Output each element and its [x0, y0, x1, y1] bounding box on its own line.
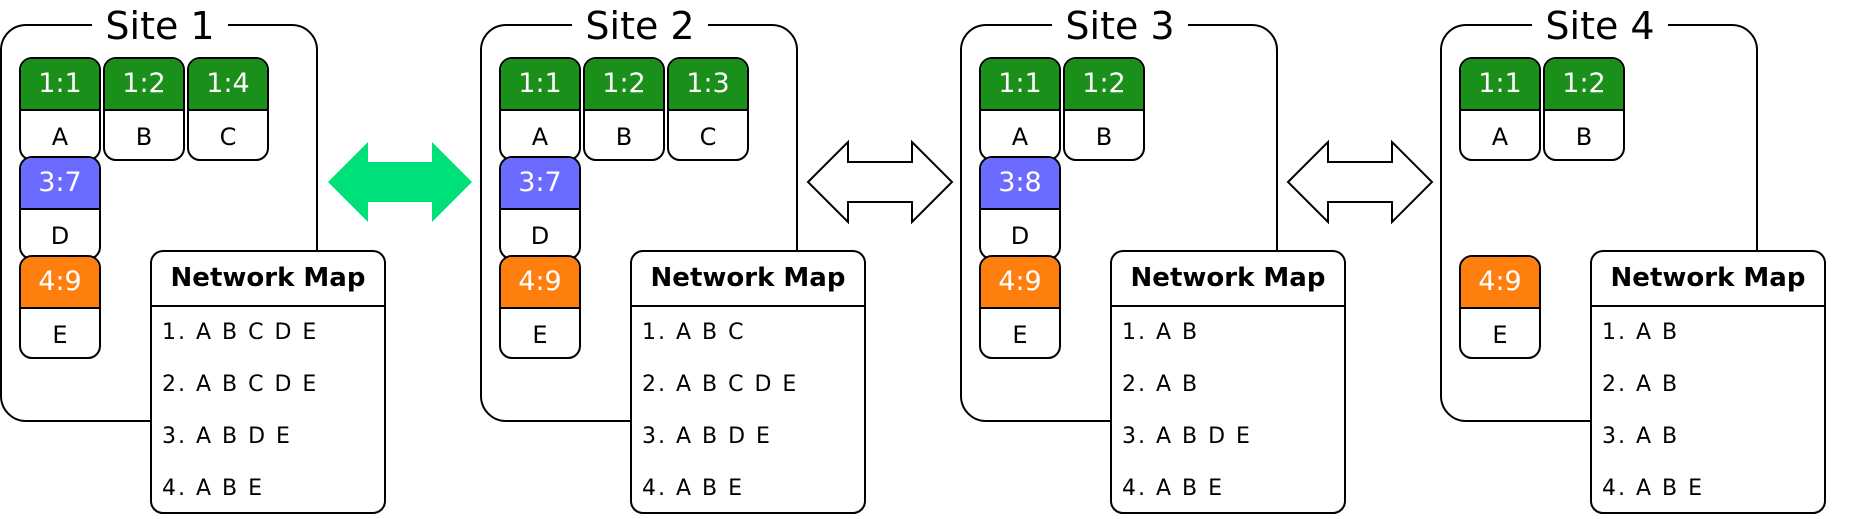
network-map-row: 3. A B D E	[1122, 424, 1252, 449]
node-d: 3:7 D	[499, 156, 581, 260]
node-e: 4:9 E	[19, 255, 101, 359]
network-map-title: Network Map	[632, 252, 864, 307]
site-1-group: Site 1 1:1 A 1:2 B 1:4 C 3:7 D 4:9 E	[0, 4, 318, 422]
node-b: 1:2 B	[583, 57, 665, 161]
node-a: 1:1 A	[19, 57, 101, 161]
node-id: 1:2	[585, 59, 663, 111]
network-map-row: 2. A B	[1122, 372, 1200, 397]
double-arrow-icon	[328, 142, 472, 222]
node-d: 3:7 D	[19, 156, 101, 260]
network-map-site-3: Network Map 1. A B 2. A B 3. A B D E 4. …	[1110, 250, 1346, 514]
node-e: 4:9 E	[979, 255, 1061, 359]
node-id: 1:1	[1461, 59, 1539, 111]
network-map-site-4: Network Map 1. A B 2. A B 3. A B 4. A B …	[1590, 250, 1826, 514]
node-name: D	[1010, 222, 1030, 250]
network-map-title: Network Map	[152, 252, 384, 307]
network-map-title: Network Map	[1112, 252, 1344, 307]
site-2-group: Site 2 1:1 A 1:2 B 1:3 C 3:7 D 4:9 E	[480, 4, 798, 422]
node-id: 1:4	[189, 59, 267, 111]
site-title: Site 4	[1532, 4, 1668, 48]
node-e: 4:9 E	[1459, 255, 1541, 359]
arrow-shape	[806, 140, 954, 224]
node-name: C	[699, 123, 717, 151]
node-a: 1:1 A	[1459, 57, 1541, 161]
node-id: 1:2	[1545, 59, 1623, 111]
node-name: E	[1492, 321, 1508, 349]
node-id: 1:2	[1065, 59, 1143, 111]
network-map-title: Network Map	[1592, 252, 1824, 307]
node-name: D	[50, 222, 70, 250]
node-id: 1:1	[21, 59, 99, 111]
node-name: D	[530, 222, 550, 250]
network-map-site-1: Network Map 1. A B C D E 2. A B C D E 3.…	[150, 250, 386, 514]
network-map-row: 1. A B C D E	[162, 320, 319, 345]
node-name: B	[135, 123, 153, 151]
arrow-shape	[1286, 140, 1434, 224]
network-map-site-2: Network Map 1. A B C 2. A B C D E 3. A B…	[630, 250, 866, 514]
network-map-row: 2. A B C D E	[642, 372, 799, 397]
node-name: B	[615, 123, 633, 151]
node-name: A	[1011, 123, 1029, 151]
node-name: E	[52, 321, 68, 349]
network-map-row: 3. A B	[1602, 424, 1680, 449]
arrow-shape	[328, 142, 472, 222]
network-map-row: 2. A B C D E	[162, 372, 319, 397]
network-map-row: 3. A B D E	[642, 424, 772, 449]
node-d: 3:8 D	[979, 156, 1061, 260]
node-id: 1:3	[669, 59, 747, 111]
site-title: Site 1	[92, 4, 228, 48]
node-name: B	[1095, 123, 1113, 151]
node-id: 1:2	[105, 59, 183, 111]
node-b: 1:2 B	[103, 57, 185, 161]
node-b: 1:2 B	[1063, 57, 1145, 161]
node-id: 4:9	[501, 257, 579, 309]
node-id: 3:7	[21, 158, 99, 210]
network-map-row: 3. A B D E	[162, 424, 292, 449]
site-4-group: Site 4 1:1 A 1:2 B 4:9 E	[1440, 4, 1758, 422]
node-id: 3:7	[501, 158, 579, 210]
network-map-row: 1. A B C	[642, 320, 746, 345]
site-3-group: Site 3 1:1 A 1:2 B 3:8 D 4:9 E	[960, 4, 1278, 422]
node-a: 1:1 A	[979, 57, 1061, 161]
network-map-row: 4. A B E	[162, 476, 265, 501]
node-c: 1:3 C	[667, 57, 749, 161]
node-a: 1:1 A	[499, 57, 581, 161]
node-name: A	[1491, 123, 1509, 151]
node-id: 3:8	[981, 158, 1059, 210]
network-map-row: 4. A B E	[1602, 476, 1705, 501]
node-id: 1:1	[981, 59, 1059, 111]
node-id: 4:9	[981, 257, 1059, 309]
node-id: 4:9	[1461, 257, 1539, 309]
node-b: 1:2 B	[1543, 57, 1625, 161]
node-name: B	[1575, 123, 1593, 151]
node-name: A	[531, 123, 549, 151]
site-title: Site 3	[1052, 4, 1188, 48]
network-map-row: 4. A B E	[1122, 476, 1225, 501]
node-e: 4:9 E	[499, 255, 581, 359]
node-name: E	[532, 321, 548, 349]
double-arrow-icon	[1286, 140, 1434, 224]
node-id: 1:1	[501, 59, 579, 111]
network-map-row: 2. A B	[1602, 372, 1680, 397]
node-name: C	[219, 123, 237, 151]
network-map-row: 1. A B	[1122, 320, 1200, 345]
node-c: 1:4 C	[187, 57, 269, 161]
site-title: Site 2	[572, 4, 708, 48]
node-id: 4:9	[21, 257, 99, 309]
node-name: E	[1012, 321, 1028, 349]
network-map-row: 4. A B E	[642, 476, 745, 501]
node-name: A	[51, 123, 69, 151]
double-arrow-icon	[806, 140, 954, 224]
network-map-row: 1. A B	[1602, 320, 1680, 345]
